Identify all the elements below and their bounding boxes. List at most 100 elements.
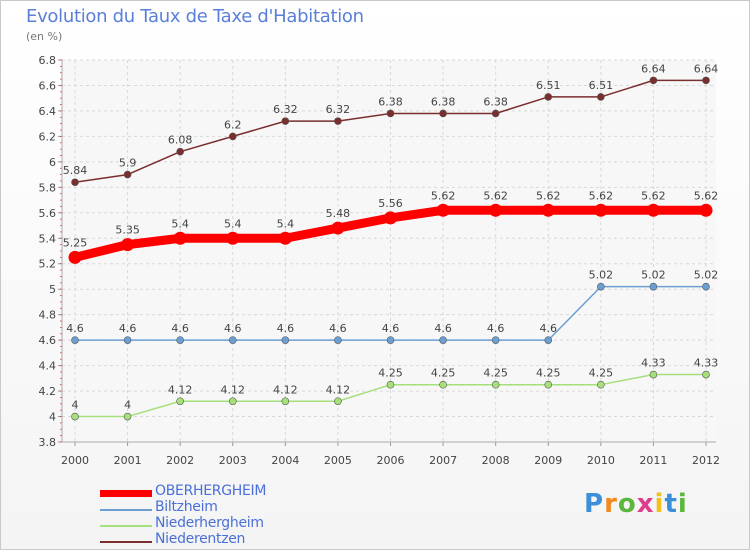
data-point: [386, 380, 395, 389]
data-point: [544, 380, 553, 389]
data-label: 6.64: [694, 62, 719, 75]
data-label: 4.6: [119, 322, 137, 335]
data-label: 4: [72, 399, 79, 412]
data-label: 5.62: [536, 189, 561, 202]
legend-label-niederentzen: Niederentzen: [155, 531, 246, 547]
data-point: [176, 397, 184, 406]
data-label: 6.08: [168, 134, 193, 147]
data-label: 5.56: [378, 197, 403, 210]
data-point: [278, 231, 292, 245]
x-tick-label: 2005: [324, 454, 352, 467]
data-point: [386, 336, 395, 344]
y-tick-label: 6.4: [39, 105, 57, 118]
x-tick-label: 2011: [639, 454, 667, 467]
data-label: 4.12: [221, 383, 246, 396]
data-point: [597, 282, 605, 291]
data-label: 6.32: [326, 103, 351, 116]
data-point: [597, 93, 605, 101]
data-point: [334, 117, 342, 125]
y-tick-label: 4: [49, 411, 56, 424]
data-label: 4.12: [273, 383, 298, 396]
data-label: 4.6: [277, 322, 295, 335]
data-point: [491, 380, 500, 389]
data-point: [386, 109, 395, 118]
x-tick-label: 2010: [587, 454, 615, 467]
x-tick-label: 2009: [534, 454, 562, 467]
data-point: [439, 336, 447, 344]
data-label: 6.38: [431, 95, 456, 108]
data-label: 5.4: [277, 217, 295, 230]
data-point: [228, 336, 237, 344]
data-label: 4.6: [329, 322, 347, 335]
data-point: [597, 380, 605, 389]
data-point: [121, 238, 135, 252]
y-tick-label: 5.2: [39, 258, 57, 271]
data-point: [71, 412, 79, 421]
data-label: 6.51: [536, 79, 561, 92]
data-point: [544, 93, 553, 101]
data-label: 5.4: [171, 217, 189, 230]
data-label: 6.38: [378, 95, 403, 108]
data-point: [334, 397, 342, 406]
data-point: [68, 250, 82, 264]
x-tick-label: 2007: [429, 454, 457, 467]
data-label: 6.2: [224, 118, 242, 131]
data-point: [702, 370, 710, 379]
y-tick-label: 3.8: [39, 436, 57, 449]
data-label: 6.38: [483, 95, 508, 108]
y-tick-label: 6.2: [39, 130, 57, 143]
data-label: 5.62: [483, 189, 508, 202]
data-point: [123, 412, 132, 421]
data-point: [123, 170, 132, 179]
data-point: [71, 178, 79, 187]
legend-swatch-niederhergheim: [100, 525, 152, 527]
legend-swatch-biltzheim: [100, 509, 152, 511]
data-point: [541, 203, 555, 217]
data-point: [649, 370, 658, 379]
data-label: 4.25: [378, 367, 403, 380]
data-label: 4.25: [483, 367, 508, 380]
data-point: [436, 203, 450, 217]
x-tick-label: 2012: [692, 454, 720, 467]
data-point: [71, 336, 79, 344]
y-tick-label: 5.4: [39, 232, 57, 245]
data-label: 4.6: [434, 322, 452, 335]
data-point: [281, 336, 290, 344]
data-label: 4: [124, 399, 131, 412]
data-label: 4.6: [66, 322, 84, 335]
legend-label-niederhergheim: Niederhergheim: [155, 515, 264, 531]
data-label: 4.6: [224, 322, 242, 335]
data-label: 4.33: [641, 357, 666, 370]
data-point: [702, 76, 710, 85]
data-label: 4.33: [694, 357, 719, 370]
data-point: [176, 336, 184, 344]
data-label: 5.25: [63, 236, 88, 249]
data-point: [226, 231, 240, 245]
chart-subtitle: (en %): [26, 30, 63, 43]
data-label: 6.32: [273, 103, 298, 116]
data-point: [173, 231, 187, 245]
data-label: 5.02: [694, 269, 719, 282]
data-point: [334, 336, 342, 344]
x-tick-label: 2000: [61, 454, 89, 467]
data-label: 5.62: [694, 189, 719, 202]
data-point: [649, 76, 658, 85]
legend-label-biltzheim: Biltzheim: [155, 499, 218, 515]
legend-swatch-niederentzen: [100, 541, 152, 543]
data-label: 4.6: [382, 322, 400, 335]
data-label: 4.6: [487, 322, 505, 335]
data-label: 5.02: [589, 269, 614, 282]
y-tick-label: 5: [49, 283, 56, 296]
x-tick-label: 2004: [271, 454, 299, 467]
data-label: 5.62: [589, 189, 614, 202]
data-label: 6.64: [641, 62, 666, 75]
data-point: [228, 132, 237, 141]
data-point: [491, 336, 500, 344]
chart-title: Evolution du Taux de Taxe d'Habitation: [26, 6, 364, 27]
data-point: [281, 397, 290, 406]
data-label: 4.25: [536, 367, 561, 380]
data-point: [176, 147, 184, 156]
data-label: 5.48: [326, 207, 351, 220]
legend-label-oberhergheim: OBERHERGHEIM: [155, 483, 267, 499]
y-tick-label: 6.6: [39, 79, 57, 92]
